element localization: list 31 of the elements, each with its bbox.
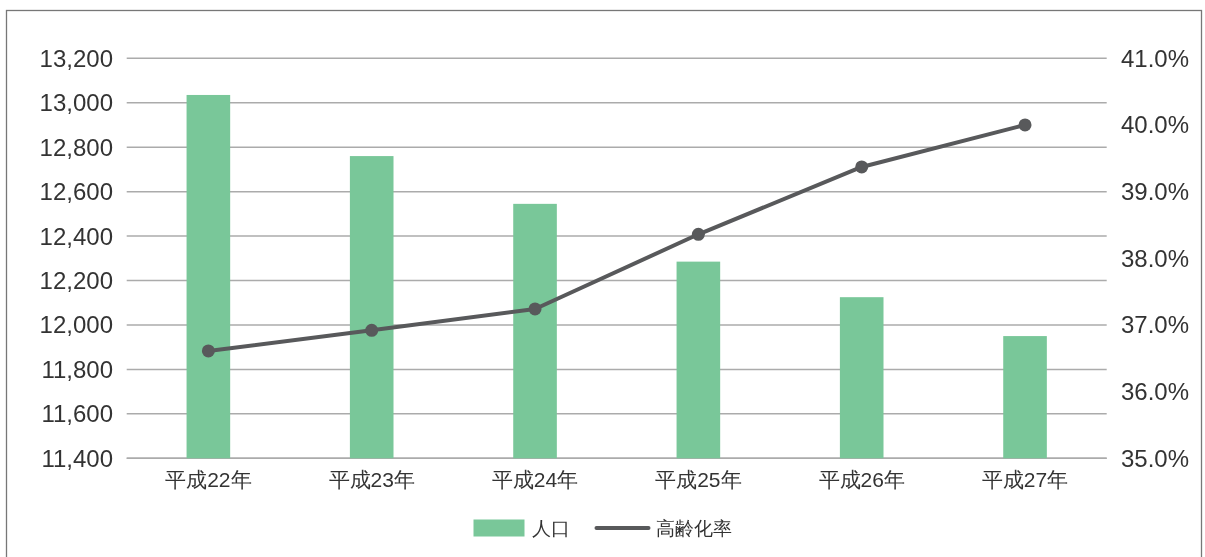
y-tick-label: 11,600 bbox=[41, 400, 113, 428]
y2-tick-label: 36.0% bbox=[1121, 378, 1190, 406]
y2-tick-label: 40.0% bbox=[1121, 111, 1190, 139]
y-tick-label: 12,400 bbox=[39, 222, 113, 250]
point bbox=[1018, 118, 1032, 132]
x-tick-label: 平成22年 bbox=[165, 467, 252, 491]
y-tick-label: 12,000 bbox=[39, 311, 113, 339]
y2-tick-label: 38.0% bbox=[1121, 244, 1190, 272]
x-tick-label: 平成23年 bbox=[328, 467, 415, 491]
point bbox=[365, 323, 379, 337]
point bbox=[855, 160, 869, 174]
point bbox=[528, 302, 542, 316]
x-tick-label: 平成26年 bbox=[818, 467, 905, 491]
legend-label: 高齢化率 bbox=[655, 517, 732, 539]
point bbox=[201, 344, 215, 358]
y-tick-label: 11,800 bbox=[41, 355, 113, 383]
y2-tick-label: 35.0% bbox=[1121, 444, 1190, 472]
y-tick-label: 13,200 bbox=[39, 44, 113, 72]
y-tick-label: 12,800 bbox=[39, 133, 113, 161]
y2-tick-label: 39.0% bbox=[1121, 178, 1190, 206]
x-tick-label: 平成25年 bbox=[655, 467, 742, 491]
y2-tick-label: 41.0% bbox=[1121, 44, 1190, 72]
y-tick-label: 13,000 bbox=[39, 89, 113, 117]
point bbox=[691, 227, 705, 241]
y2-tick-label: 37.0% bbox=[1121, 311, 1190, 339]
y-tick-label: 12,200 bbox=[39, 267, 113, 295]
legend-label: 人口 bbox=[531, 517, 570, 539]
x-tick-label: 平成24年 bbox=[491, 467, 579, 491]
y-tick-label: 11,400 bbox=[41, 444, 113, 472]
y-tick-label: 12,600 bbox=[39, 178, 113, 206]
x-tick-label: 平成27年 bbox=[981, 467, 1069, 491]
